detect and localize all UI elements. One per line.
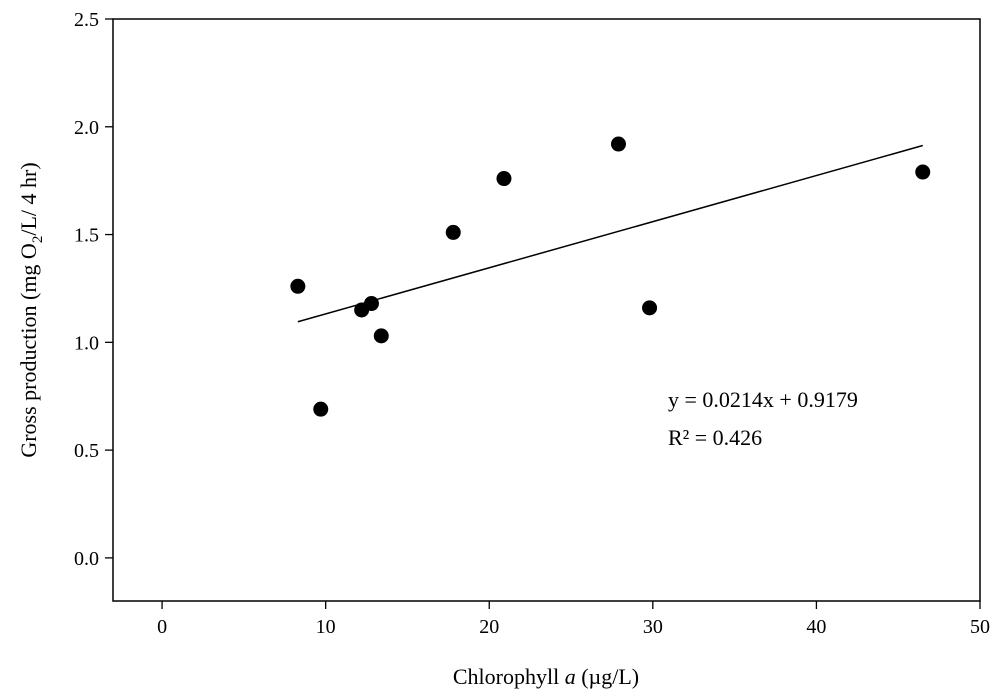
x-tick-label: 40	[806, 616, 826, 638]
y-tick-label: 0.5	[74, 440, 99, 462]
data-point	[363, 296, 379, 312]
y-axis-title-subscript: 2	[30, 236, 46, 244]
data-point	[373, 328, 389, 344]
x-axis-title: Chlorophyll a (µg/L)	[453, 664, 639, 689]
y-tick-label: 2.0	[74, 117, 99, 139]
data-point	[445, 224, 461, 240]
plot-frame	[112, 18, 981, 602]
regression-equation: y = 0.0214x + 0.9179	[668, 387, 858, 412]
data-point	[642, 300, 658, 316]
y-tick-label: 0.0	[74, 548, 99, 570]
trend-line	[297, 144, 923, 323]
data-point	[290, 278, 306, 294]
y-tick-label: 1.0	[74, 332, 99, 354]
x-axis-title-italic: a	[565, 664, 576, 689]
y-tick-label: 1.5	[74, 225, 99, 247]
x-tick-label: 0	[157, 616, 167, 638]
x-tick-label: 50	[970, 616, 990, 638]
data-point	[610, 136, 626, 152]
y-axis-title: Gross production (mg O2/L/ 4 hr)	[16, 162, 46, 457]
data-point	[496, 171, 512, 187]
data-points	[290, 136, 931, 417]
x-tick-label: 30	[643, 616, 663, 638]
x-axis-ticks: 0 10 20 30 40 50	[157, 601, 990, 638]
data-point	[313, 401, 329, 417]
y-axis-title-main: Gross production (mg O	[16, 243, 41, 457]
x-tick-label: 10	[316, 616, 336, 638]
y-axis-title-tail: /L/ 4 hr)	[16, 162, 41, 235]
x-axis-title-units: (µg/L)	[576, 664, 639, 689]
x-tick-label: 20	[479, 616, 499, 638]
y-tick-label: 2.5	[74, 9, 99, 31]
x-axis-title-main: Chlorophyll	[453, 664, 565, 689]
r-squared-label: R² = 0.426	[668, 425, 762, 450]
y-axis-ticks: 0.0 0.5 1.0 1.5 2.0 2.5	[74, 9, 113, 570]
data-point	[915, 164, 931, 180]
